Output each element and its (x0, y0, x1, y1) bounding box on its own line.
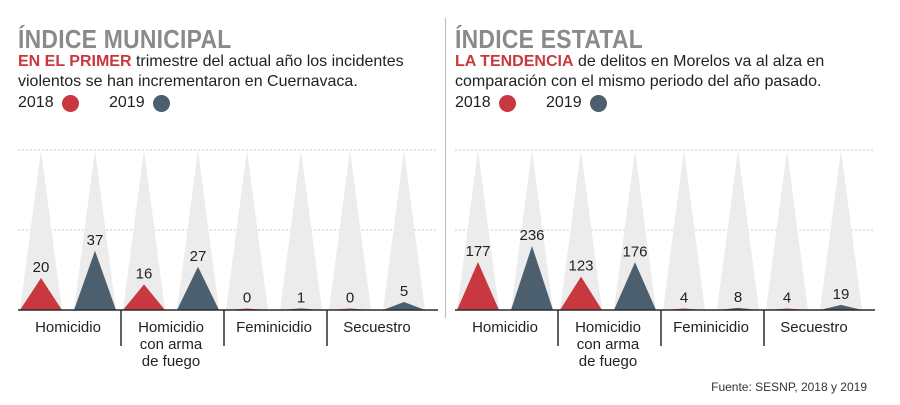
ghost-triangle (123, 150, 165, 310)
ghost-triangle (766, 150, 808, 310)
description-lead: EN EL PRIMER (18, 53, 132, 70)
legend-label-2018: 2018 (455, 94, 491, 111)
description-text: trimestre del actual año los incidentes … (18, 53, 404, 90)
ghost-triangle (614, 150, 656, 310)
legend-item-2018: 2018 (455, 94, 516, 112)
legend-label-2019: 2019 (546, 94, 582, 111)
description-text: de delitos en Morelos va al alza en comp… (455, 53, 825, 90)
panel-description: LA TENDENCIA de delitos en Morelos va al… (455, 52, 875, 92)
category-label: Feminicidio (236, 319, 312, 336)
ghost-triangle (560, 150, 602, 310)
legend-label-2019: 2019 (109, 94, 145, 111)
value-label: 4 (783, 290, 791, 307)
bar-triangle-2019 (614, 262, 656, 310)
category-label: Secuestro (343, 319, 411, 336)
value-label: 1 (297, 289, 305, 306)
bar-triangle-2018 (560, 276, 602, 310)
value-label: 4 (680, 290, 688, 307)
category-label: Homicidio (35, 319, 101, 336)
category-label: Secuestro (780, 319, 848, 336)
category-label: Homicidio con arma de fuego (138, 319, 204, 370)
ghost-triangle (226, 150, 268, 310)
legend-item-2019: 2019 (109, 94, 170, 112)
value-label: 16 (136, 265, 153, 282)
ghost-triangle (511, 150, 553, 310)
municipal-panel: ÍNDICE MUNICIPAL EN EL PRIMER trimestre … (18, 0, 438, 405)
panel-title: ÍNDICE ESTATAL (455, 24, 644, 54)
bar-triangle-2018 (20, 278, 62, 310)
legend-label-2018: 2018 (18, 94, 54, 111)
ghost-triangle (663, 150, 705, 310)
municipal-chart: 20 16 0 0 37 27 1 5 Homicidio Homicidio con arma de… (18, 149, 438, 370)
panel-title: ÍNDICE MUNICIPAL (18, 24, 232, 54)
legend: 2018 2019 (455, 94, 875, 116)
legend-dot-2019 (152, 94, 170, 112)
source-note: Fuente: SESNP, 2018 y 2019 (711, 380, 867, 394)
bar-triangle-2019 (511, 246, 553, 310)
bar-triangle-2019 (820, 304, 862, 310)
value-label: 19 (833, 286, 850, 303)
category-label: Homicidio con arma de fuego (575, 319, 641, 370)
ghost-triangle (177, 150, 219, 310)
ghost-triangle (457, 150, 499, 310)
value-label: 236 (519, 227, 544, 244)
category-label: Homicidio (472, 319, 538, 336)
bar-triangle-2018 (457, 262, 499, 310)
value-label: 20 (33, 259, 50, 276)
panel-description: EN EL PRIMER trimestre del actual año lo… (18, 52, 438, 92)
legend-dot-2018 (61, 94, 79, 112)
bar-triangle-2019 (177, 266, 219, 310)
bar-triangle-2019 (383, 302, 425, 310)
value-label: 5 (400, 283, 408, 300)
bar-triangle-2018 (123, 284, 165, 310)
legend: 2018 2019 (18, 94, 438, 116)
ghost-triangle (383, 150, 425, 310)
ghost-triangle (74, 150, 116, 310)
legend-dot-2019 (589, 94, 607, 112)
value-label: 177 (465, 243, 490, 260)
value-label: 8 (734, 289, 742, 306)
panel-divider (445, 18, 446, 318)
ghost-triangle (329, 150, 371, 310)
value-label: 37 (87, 232, 104, 249)
value-label: 27 (190, 248, 207, 265)
bar-triangle-2019 (74, 250, 116, 310)
ghost-triangle (717, 150, 759, 310)
legend-dot-2018 (498, 94, 516, 112)
legend-item-2018: 2018 (18, 94, 79, 112)
category-label: Feminicidio (673, 319, 749, 336)
value-label: 176 (622, 243, 647, 260)
value-label: 123 (568, 258, 593, 275)
ghost-triangle (280, 150, 322, 310)
legend-item-2019: 2019 (546, 94, 607, 112)
state-chart: 177 123 4 4 236 176 8 19 Homicidio Homicidio con a… (455, 149, 875, 370)
ghost-triangle (20, 150, 62, 310)
value-label: 0 (243, 290, 251, 307)
state-panel: ÍNDICE ESTATAL LA TENDENCIA de delitos e… (455, 0, 875, 405)
value-label: 0 (346, 290, 354, 307)
ghost-triangle (820, 150, 862, 310)
description-lead: LA TENDENCIA (455, 53, 574, 70)
